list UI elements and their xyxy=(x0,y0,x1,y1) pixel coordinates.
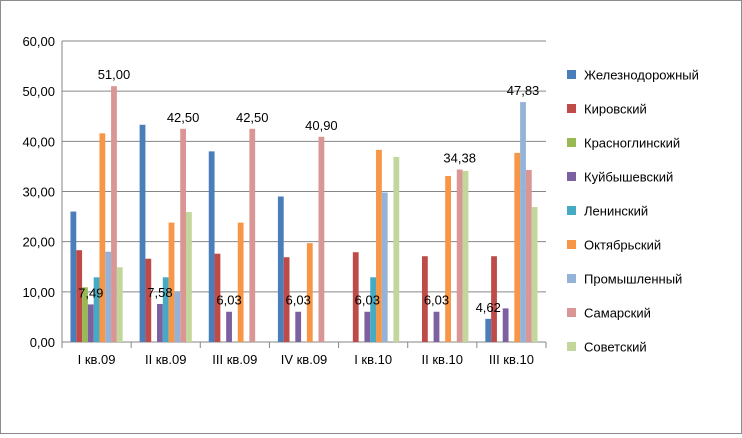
bar xyxy=(99,133,106,342)
bar xyxy=(208,151,215,342)
bar xyxy=(421,256,428,342)
y-tick-label: 0,00 xyxy=(30,335,55,350)
bar xyxy=(82,287,88,342)
legend-swatch xyxy=(567,138,576,147)
data-label: 7,58 xyxy=(147,285,172,300)
y-tick-label: 40,00 xyxy=(22,134,55,149)
bar xyxy=(277,196,284,342)
legend-swatch xyxy=(567,172,576,181)
bar xyxy=(76,250,83,342)
bar xyxy=(162,277,169,342)
data-label: 6,03 xyxy=(286,293,311,308)
x-tick-label: II кв.09 xyxy=(145,352,187,367)
data-label: 7,49 xyxy=(78,285,103,300)
bar xyxy=(531,207,538,342)
bar xyxy=(491,256,497,342)
bar xyxy=(87,304,94,342)
data-label: 40,90 xyxy=(305,118,338,133)
bar xyxy=(295,311,302,342)
bar xyxy=(370,277,377,342)
bar xyxy=(186,212,192,342)
data-label: 6,03 xyxy=(355,293,380,308)
legend-swatch xyxy=(567,206,576,215)
bar xyxy=(139,124,146,342)
data-label: 4,62 xyxy=(476,300,501,315)
data-label: 42,50 xyxy=(236,110,269,125)
bar xyxy=(318,136,325,342)
legend-swatch xyxy=(567,274,576,283)
bar xyxy=(157,303,163,342)
x-tick-label: III кв.09 xyxy=(212,352,257,367)
bar xyxy=(525,169,532,342)
legend-label: Советский xyxy=(584,340,647,355)
legend-label: Красноглинский xyxy=(584,136,680,151)
data-label: 6,03 xyxy=(216,293,241,308)
bar xyxy=(352,252,359,342)
legend-swatch xyxy=(567,240,576,249)
y-tick-label: 60,00 xyxy=(22,34,55,49)
bar xyxy=(226,311,232,342)
legend-label: Железнодорожный xyxy=(584,68,699,83)
legend-label: Октябрьский xyxy=(584,238,661,253)
y-tick-label: 10,00 xyxy=(22,285,55,300)
y-tick-label: 20,00 xyxy=(22,235,55,250)
legend-label: Ленинский xyxy=(584,204,648,219)
bar xyxy=(283,257,290,342)
data-label: 51,00 xyxy=(98,67,131,82)
bar xyxy=(214,253,221,342)
y-tick-label: 50,00 xyxy=(22,84,55,99)
bar xyxy=(485,318,492,342)
bar xyxy=(393,156,400,342)
legend-label: Кировский xyxy=(584,102,647,117)
data-label: 34,38 xyxy=(443,151,476,166)
x-tick-label: I кв.10 xyxy=(354,352,392,367)
x-tick-label: II кв.10 xyxy=(422,352,464,367)
legend-label: Куйбышевский xyxy=(584,170,673,185)
legend-swatch xyxy=(567,342,576,351)
bar xyxy=(70,211,77,342)
bar xyxy=(381,192,388,342)
legend-swatch xyxy=(567,104,576,113)
bar xyxy=(520,102,526,343)
x-tick-label: IV кв.09 xyxy=(281,352,328,367)
bar xyxy=(249,128,256,342)
data-label: 47,83 xyxy=(507,83,540,98)
data-label: 42,50 xyxy=(167,110,200,125)
bar xyxy=(237,222,244,342)
bar xyxy=(376,149,382,342)
bar xyxy=(145,258,152,342)
legend-label: Промышленный xyxy=(584,272,682,287)
bar xyxy=(116,267,123,342)
bar xyxy=(174,291,181,342)
bar xyxy=(445,175,451,342)
legend-swatch xyxy=(567,70,576,79)
bar xyxy=(306,243,313,342)
bar xyxy=(111,86,117,343)
legend-swatch xyxy=(567,308,576,317)
bar xyxy=(502,308,509,342)
y-tick-label: 30,00 xyxy=(22,185,55,200)
x-tick-label: I кв.09 xyxy=(78,352,116,367)
x-tick-label: III кв.10 xyxy=(489,352,534,367)
bar xyxy=(364,311,371,342)
data-label: 6,03 xyxy=(424,293,449,308)
bar xyxy=(105,251,112,342)
bar xyxy=(433,311,440,342)
bar xyxy=(168,222,175,342)
legend-label: Самарский xyxy=(584,306,651,321)
bar xyxy=(462,170,469,342)
bar xyxy=(456,169,463,342)
bar xyxy=(514,152,521,342)
bar xyxy=(93,277,100,342)
bar xyxy=(180,128,187,342)
